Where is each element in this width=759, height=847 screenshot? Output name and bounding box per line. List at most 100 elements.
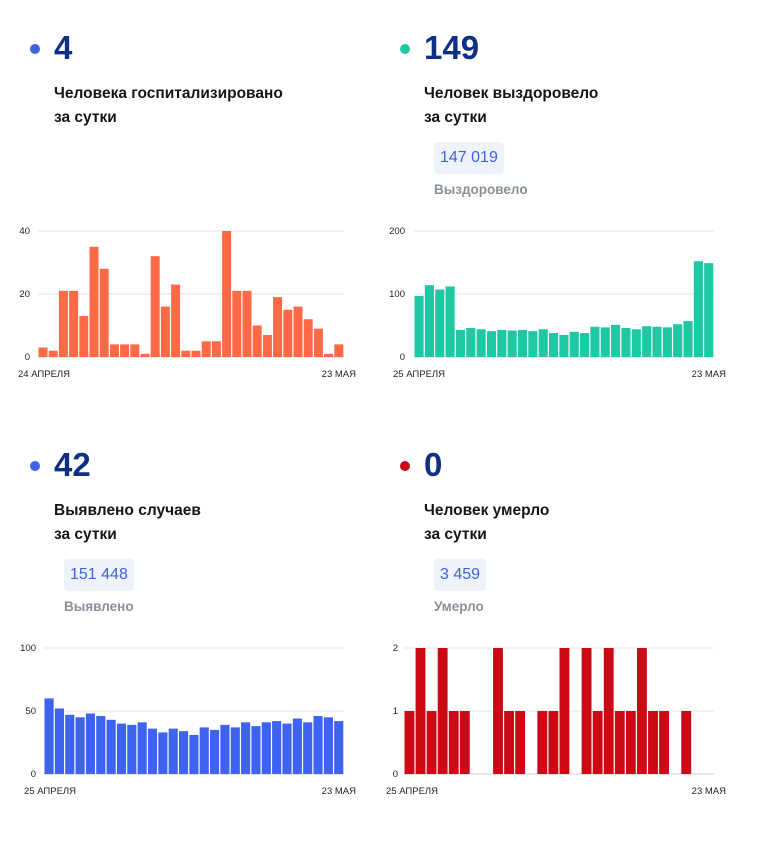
bar — [662, 327, 672, 357]
bar — [160, 306, 170, 357]
bullet-dot — [400, 44, 410, 54]
bar — [292, 718, 302, 774]
bar — [324, 353, 334, 357]
bar — [569, 331, 579, 357]
panel-recovered: 149 Человек выздоровело за сутки 147 019… — [400, 29, 740, 430]
bar — [181, 350, 191, 357]
bar — [625, 711, 636, 774]
x-start-label: 25 АПРЕЛЯ — [393, 369, 445, 380]
bar — [548, 333, 559, 357]
bar — [507, 330, 517, 357]
bar — [89, 246, 99, 357]
bar — [515, 711, 526, 774]
bar — [455, 329, 466, 357]
y-tick-label: 40 — [19, 226, 30, 237]
x-end-label: 23 МАЯ — [322, 369, 356, 380]
chart-3: 0 1 2 25 АПРЕЛЯ 23 МАЯ — [386, 643, 726, 797]
chart-2: 0 50 100 25 АПРЕЛЯ 23 МАЯ — [20, 643, 356, 797]
bar — [603, 648, 614, 774]
total-badge: 3 459 — [434, 559, 487, 591]
total-badge: 147 019 — [434, 142, 504, 174]
bar — [313, 328, 323, 357]
bar — [189, 734, 199, 774]
bar — [252, 325, 262, 357]
bar — [201, 341, 211, 357]
bar — [241, 722, 251, 774]
chart-0: 0 20 40 24 АПРЕЛЯ 23 МАЯ — [18, 226, 356, 380]
bar — [581, 648, 592, 774]
bar — [120, 344, 130, 357]
bar — [538, 329, 548, 357]
bullet-dot — [30, 44, 40, 54]
bar — [648, 711, 658, 774]
bar — [652, 326, 662, 357]
bar — [96, 716, 106, 774]
x-start-label: 25 АПРЕЛЯ — [386, 786, 438, 797]
bar — [559, 334, 569, 357]
x-start-label: 24 АПРЕЛЯ — [18, 369, 70, 380]
bar — [171, 284, 181, 357]
y-tick-label: 100 — [389, 289, 405, 300]
bar — [211, 341, 221, 357]
bar — [559, 648, 570, 774]
bar — [590, 326, 600, 357]
total-badge: 151 448 — [64, 559, 134, 591]
bar — [681, 711, 692, 774]
bar — [272, 721, 282, 774]
bar — [313, 716, 323, 774]
bar — [448, 711, 459, 774]
bar — [109, 344, 119, 357]
bar — [537, 711, 548, 774]
bar — [517, 329, 528, 357]
daily-count: 42 — [54, 446, 91, 483]
bar — [435, 289, 445, 357]
bar — [528, 331, 538, 357]
chart-1: 0 100 200 25 АПРЕЛЯ 23 МАЯ — [389, 226, 726, 380]
bullet-dot — [400, 461, 410, 471]
bar — [476, 329, 486, 357]
bar — [334, 344, 344, 357]
bar — [261, 722, 271, 774]
bar — [659, 711, 670, 774]
bar — [424, 285, 434, 357]
x-start-label: 25 АПРЕЛЯ — [24, 786, 76, 797]
bar — [232, 290, 242, 357]
description: Человек выздоровело за сутки — [424, 85, 599, 126]
bar — [116, 723, 127, 774]
bar — [415, 648, 426, 774]
description: Человека госпитализировано за сутки — [54, 85, 283, 126]
bar — [168, 728, 178, 774]
bar — [293, 306, 303, 357]
bar — [54, 708, 64, 774]
bar — [48, 350, 58, 357]
panel-hospitalized: 4 Человека госпитализировано за сутки — [30, 29, 370, 430]
bar — [106, 719, 116, 774]
bar — [79, 316, 89, 357]
bar — [642, 326, 652, 357]
bar — [548, 711, 559, 774]
panel-cases: 42 Выявлено случаев за сутки 151 448 Выя… — [30, 446, 370, 847]
bar — [621, 328, 631, 357]
bullet-dot — [30, 461, 40, 471]
y-tick-label: 2 — [393, 643, 398, 654]
description: Выявлено случаев за сутки — [54, 502, 201, 543]
bar — [38, 347, 48, 357]
bar — [673, 324, 683, 357]
y-tick-label: 0 — [400, 352, 405, 363]
daily-count: 4 — [54, 29, 73, 66]
bar — [130, 344, 140, 357]
bar — [44, 698, 54, 774]
bar — [466, 328, 476, 357]
y-tick-label: 100 — [20, 643, 36, 654]
bar — [137, 722, 147, 774]
bar — [85, 713, 96, 774]
bar — [69, 290, 79, 357]
bar — [147, 728, 158, 774]
x-end-label: 23 МАЯ — [692, 369, 726, 380]
bar — [303, 319, 313, 357]
total-label: Умерло — [434, 599, 484, 614]
bar — [404, 711, 415, 774]
bar — [199, 727, 209, 774]
y-tick-label: 0 — [31, 769, 36, 780]
daily-count: 149 — [424, 29, 480, 66]
